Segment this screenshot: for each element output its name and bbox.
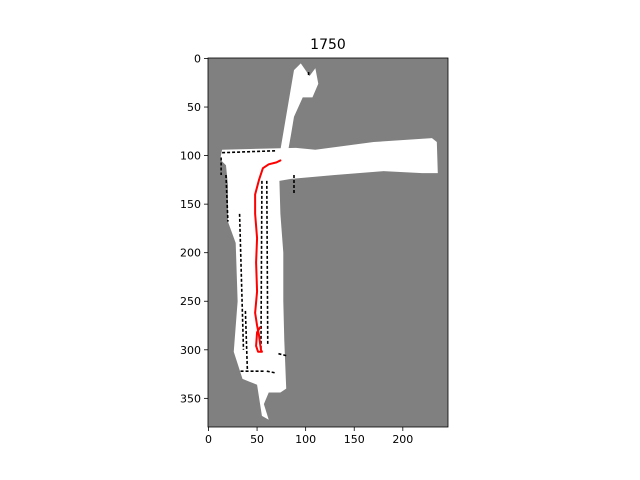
chart-title: 1750 [310, 37, 346, 53]
x-tick-label: 200 [392, 433, 413, 446]
x-axis: 0 50 100 150 200 [205, 427, 413, 446]
y-tick-label: 100 [180, 150, 201, 163]
y-tick-label: 250 [180, 295, 201, 308]
occupied-edge-8 [278, 352, 287, 357]
y-tick-label: 50 [187, 101, 201, 114]
y-tick-label: 200 [180, 247, 201, 260]
x-tick-label: 50 [250, 433, 264, 446]
x-tick-label: 0 [205, 433, 212, 446]
plot-frame [207, 57, 449, 428]
free-region-1 [278, 63, 319, 162]
x-tick-label: 150 [344, 433, 365, 446]
x-tick-label: 100 [295, 433, 316, 446]
occupied-edge-12 [265, 180, 269, 346]
y-tick-label: 0 [194, 52, 201, 65]
y-tick-label: 350 [180, 392, 201, 405]
occupied-edge-3 [225, 174, 229, 222]
plot-area [207, 57, 449, 428]
trajectory-layer [254, 159, 282, 353]
free-region-2 [220, 138, 438, 420]
occupied-edge-7 [266, 370, 277, 374]
occupied-edge-1 [222, 149, 277, 154]
occupied-edge-4 [238, 213, 245, 350]
occupied-cells-layer [220, 72, 310, 374]
occupied-edge-11 [260, 180, 263, 350]
free-space-layer [220, 63, 438, 420]
y-axis: 0 50 100 150 200 250 300 350 [180, 52, 208, 405]
robot-trajectory [254, 159, 282, 353]
y-tick-label: 150 [180, 198, 201, 211]
y-tick-label: 300 [180, 344, 201, 357]
